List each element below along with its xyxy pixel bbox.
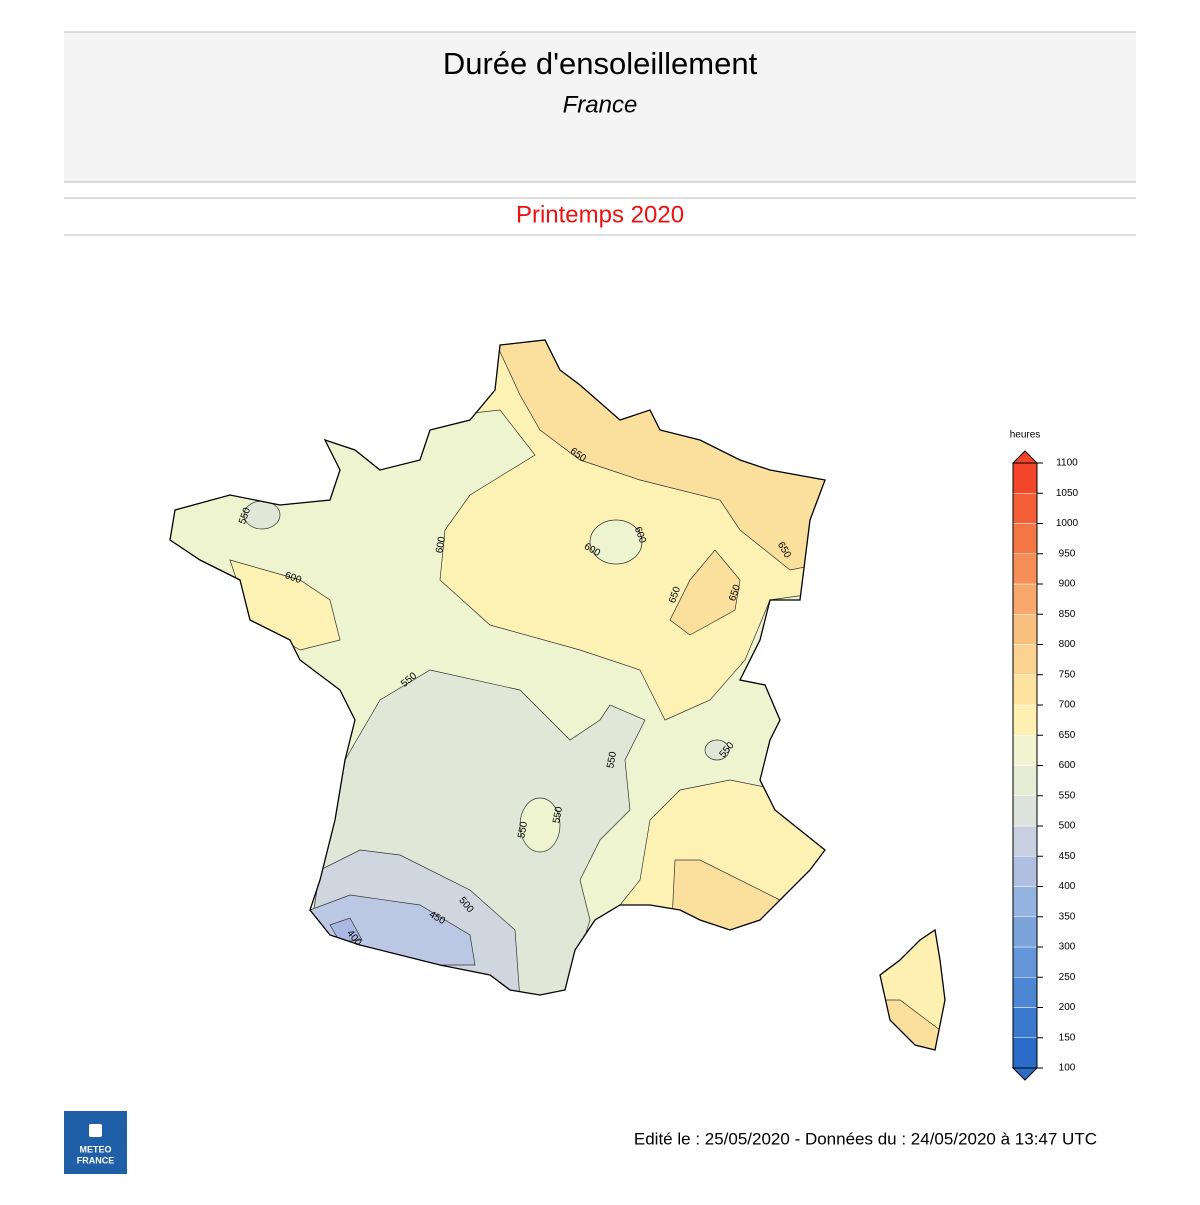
colorbar-label: 150 — [1059, 1032, 1076, 1043]
colorbar-band — [1012, 825, 1038, 857]
title: Durée d'ensoleillement — [443, 46, 758, 81]
colorbar-band — [1012, 1037, 1038, 1069]
colorbar-band — [1012, 946, 1038, 978]
colorbar-band — [1012, 765, 1038, 796]
logo — [64, 1111, 127, 1174]
colorbar-band — [1012, 523, 1038, 554]
colorbar-arrow — [1011, 1067, 1039, 1081]
colorbar-label: 500 — [1059, 821, 1076, 832]
colorbar-label: 800 — [1059, 639, 1076, 650]
header-box — [64, 32, 1136, 182]
colorbar-label: 850 — [1059, 609, 1076, 620]
colorbar-band — [1012, 795, 1038, 827]
colorbar-label: 400 — [1059, 881, 1076, 892]
coastline — [169, 339, 826, 996]
colorbar-band — [1012, 916, 1038, 948]
colorbar-label: 900 — [1059, 579, 1076, 590]
colorbar-band — [1012, 977, 1038, 1008]
colorbar-label: 300 — [1059, 942, 1076, 953]
contour-label: 550 — [551, 805, 565, 824]
colorbar-label: 450 — [1059, 851, 1076, 862]
zone — [519, 797, 561, 853]
colorbar-label: 1050 — [1056, 488, 1079, 499]
colorbar-band — [1012, 704, 1038, 736]
colorbar-label: 600 — [1059, 760, 1076, 771]
colorbar-band — [1012, 462, 1038, 494]
colorbar-arrow — [1011, 450, 1039, 464]
colorbar: heures 100 150 200 250 300 350 400 450 500 550 600… — [1010, 430, 1079, 1081]
colorbar-label: 100 — [1059, 1063, 1076, 1074]
colorbar-label: 250 — [1059, 972, 1076, 983]
logo-text: METEO — [79, 1144, 111, 1154]
coastline — [879, 928, 946, 1051]
zone — [329, 917, 363, 943]
contour-label: 550 — [516, 820, 530, 839]
colorbar-label: 700 — [1059, 700, 1076, 711]
colorbar-label: 1000 — [1056, 518, 1079, 529]
footer: Edité le : 25/05/2020 - Données du : 24/… — [634, 1129, 1097, 1148]
contour-label: 550 — [605, 750, 619, 769]
colorbar-band — [1012, 583, 1038, 615]
zone — [704, 739, 730, 761]
colorbar-band — [1012, 644, 1038, 675]
legend-unit: heures — [1010, 430, 1041, 441]
colorbar-label: 950 — [1059, 548, 1076, 559]
colorbar-label: 200 — [1059, 1002, 1076, 1013]
colorbar-band — [1012, 735, 1038, 766]
logo-text: FRANCE — [77, 1155, 115, 1165]
colorbar-label: 1100 — [1056, 458, 1078, 469]
logo-mark — [89, 1124, 102, 1137]
colorbar-band — [1012, 493, 1038, 524]
colorbar-label: 550 — [1059, 790, 1076, 801]
zone — [589, 519, 643, 565]
colorbar-band — [1012, 886, 1038, 917]
subtitle: France — [563, 91, 638, 118]
colorbar-label: 650 — [1059, 730, 1076, 741]
colorbar-band — [1012, 1007, 1038, 1038]
colorbar-band — [1012, 553, 1038, 585]
contour-label: 600 — [434, 535, 448, 554]
colorbar-band — [1012, 614, 1038, 645]
colorbar-label: 750 — [1059, 669, 1076, 680]
period: Printemps 2020 — [516, 201, 684, 228]
colorbar-band — [1012, 856, 1038, 887]
zone — [669, 549, 741, 636]
colorbar-band — [1012, 674, 1038, 706]
colorbar-label: 350 — [1059, 911, 1076, 922]
